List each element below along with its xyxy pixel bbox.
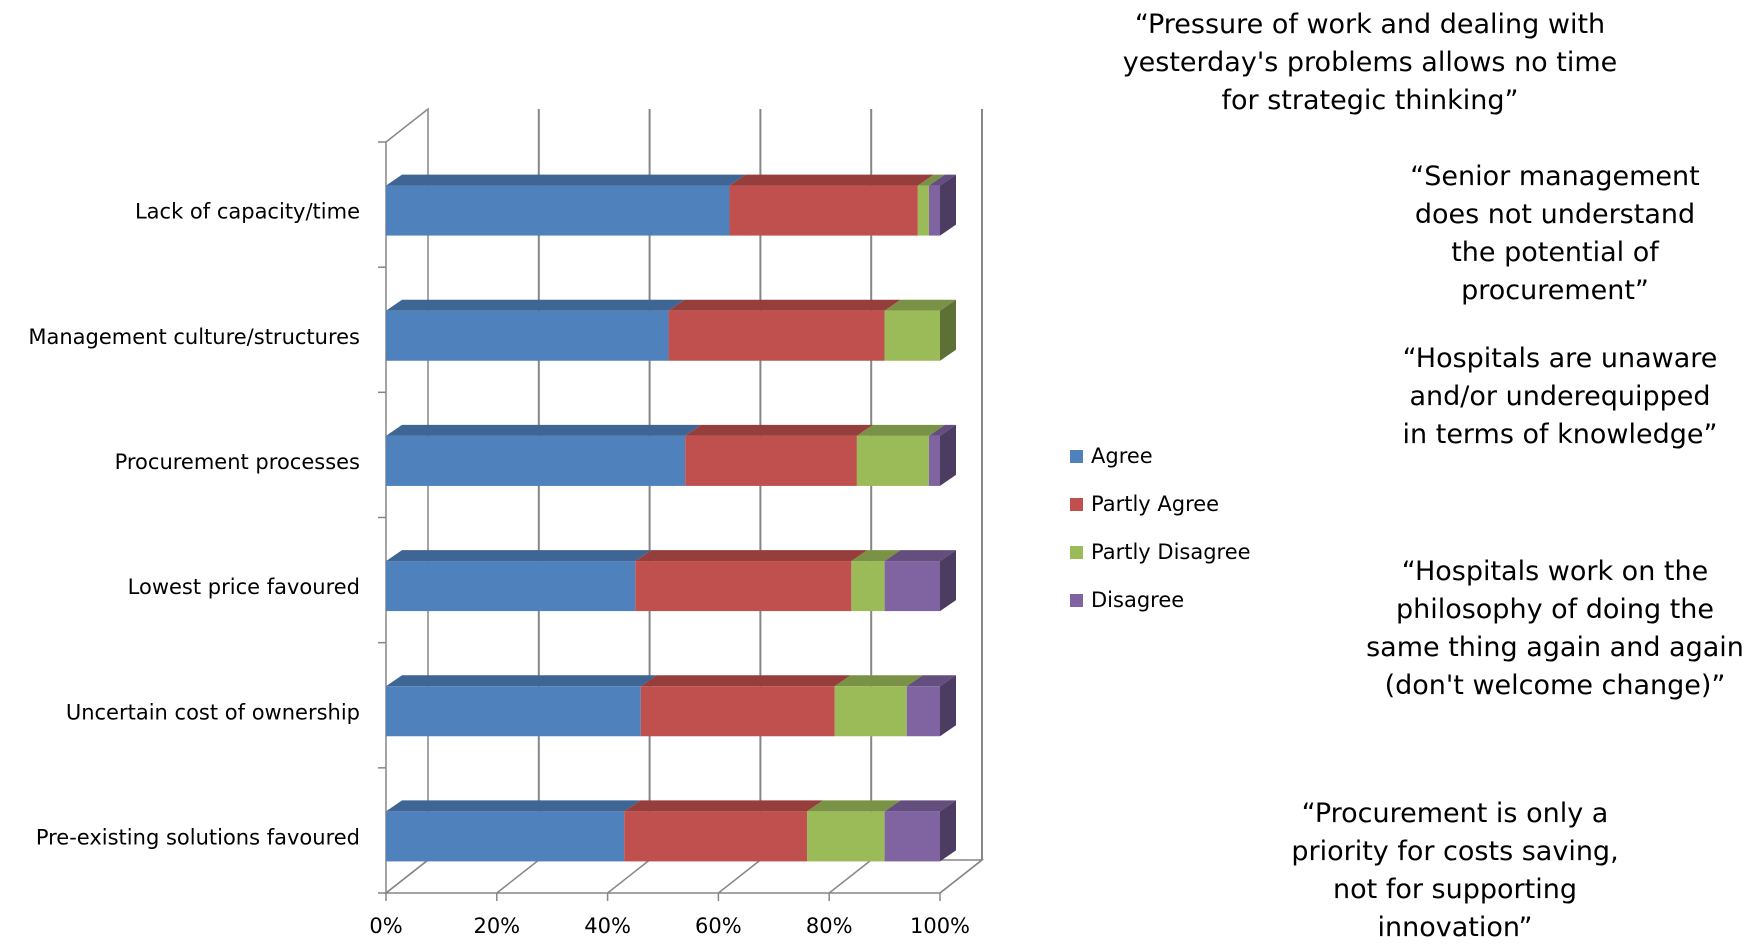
bar-side-disagree xyxy=(940,675,956,737)
legend: Agree Partly Agree Partly Disagree Disag… xyxy=(1070,432,1251,624)
legend-swatch-partly-disagree xyxy=(1070,545,1083,559)
bar-disagree xyxy=(928,435,940,486)
bar-top-agree xyxy=(386,550,652,562)
bar-partly-disagree xyxy=(884,310,940,361)
x-tick-label: 40% xyxy=(584,914,631,938)
bar-agree xyxy=(386,185,730,236)
bar-top-partly-agree xyxy=(624,800,824,812)
x-tick-label: 20% xyxy=(473,914,520,938)
bar-top-partly-disagree xyxy=(884,299,956,311)
bar-partly-agree xyxy=(685,435,857,486)
legend-item-disagree: Disagree xyxy=(1070,576,1251,624)
quote-hospitals-unaware: “Hospitals are unaware and/or underequip… xyxy=(1402,343,1718,450)
bar-agree xyxy=(386,686,641,737)
bar-top-disagree xyxy=(884,550,956,562)
bar-top-partly-disagree xyxy=(917,174,945,186)
category-label: Lack of capacity/time xyxy=(135,200,360,224)
bar-side-disagree xyxy=(940,424,956,486)
bar-side-disagree xyxy=(940,174,956,236)
floor-gridline xyxy=(828,859,872,894)
bar-top-partly-agree xyxy=(635,550,868,562)
x-tick-label: 80% xyxy=(806,914,853,938)
bar-side-partly-disagree xyxy=(940,299,956,361)
bar-top-disagree xyxy=(906,675,956,687)
x-tick-label: 100% xyxy=(910,914,970,938)
category-label: Lowest price favoured xyxy=(128,575,360,599)
legend-label-disagree: Disagree xyxy=(1091,588,1185,612)
bar-top-disagree xyxy=(928,424,956,436)
bar-agree xyxy=(386,811,625,862)
x-tick-labels: 0% 20% 40% 60% 80% 100% xyxy=(369,914,970,938)
bar-disagree xyxy=(884,811,940,862)
bar-disagree xyxy=(884,561,940,612)
bar-top-agree xyxy=(386,299,685,311)
category-labels: Lack of capacity/time Management culture/… xyxy=(28,200,360,850)
legend-swatch-disagree xyxy=(1070,593,1083,607)
bar-top-agree xyxy=(386,424,702,436)
bar-partly-disagree xyxy=(856,435,929,486)
bar-group xyxy=(386,299,956,361)
bar-group xyxy=(386,424,956,486)
bar-partly-agree xyxy=(640,686,835,737)
bar-top-disagree xyxy=(884,800,956,812)
bar-top-partly-agree xyxy=(685,424,873,436)
bar-group xyxy=(386,800,956,862)
category-label: Uncertain cost of ownership xyxy=(66,700,360,724)
legend-label-partly-disagree: Partly Disagree xyxy=(1091,540,1251,564)
category-label: Pre-existing solutions favoured xyxy=(36,825,360,849)
legend-swatch-partly-agree xyxy=(1070,497,1083,511)
legend-item-agree: Agree xyxy=(1070,432,1251,480)
quote-pressure-of-work: “Pressure of work and dealing with yeste… xyxy=(1122,9,1618,116)
floor-gridline xyxy=(385,859,429,894)
quote-procurement-priority: “Procurement is only a priority for cost… xyxy=(1291,798,1619,943)
chart-floor xyxy=(383,859,985,894)
bar-partly-agree xyxy=(624,811,808,862)
bar-top-partly-agree xyxy=(640,675,851,687)
bar-top-partly-disagree xyxy=(834,675,923,687)
bar-top-agree xyxy=(386,174,746,186)
bar-side-disagree xyxy=(940,800,956,862)
stacked-bar-chart: 0% 20% 40% 60% 80% 100% Lack of capacity/time… xyxy=(28,107,985,938)
bar-partly-disagree xyxy=(851,561,885,612)
bar-group xyxy=(386,174,956,236)
bar-top-agree xyxy=(386,675,657,687)
bar-top-agree xyxy=(386,800,641,812)
bar-group xyxy=(386,550,956,612)
bar-top-disagree xyxy=(928,174,956,186)
legend-swatch-agree xyxy=(1070,449,1083,463)
floor-gridline xyxy=(717,859,761,894)
quote-hospitals-philosophy: “Hospitals work on the philosophy of doi… xyxy=(1366,556,1744,701)
bar-agree xyxy=(386,561,636,612)
bar-top-partly-agree xyxy=(729,174,934,186)
bar-disagree xyxy=(906,686,940,737)
legend-item-partly-agree: Partly Agree xyxy=(1070,480,1251,528)
legend-label-agree: Agree xyxy=(1091,444,1153,468)
bar-partly-disagree xyxy=(917,185,929,236)
x-tick-label: 0% xyxy=(369,914,402,938)
bar-top-partly-disagree xyxy=(856,424,945,436)
x-tick-label: 60% xyxy=(695,914,742,938)
bar-partly-agree xyxy=(635,561,852,612)
bar-disagree xyxy=(928,185,940,236)
bar-top-partly-agree xyxy=(668,299,901,311)
bar-partly-disagree xyxy=(834,686,907,737)
bar-agree xyxy=(386,435,686,486)
bar-top-partly-disagree xyxy=(807,800,901,812)
floor-gridline xyxy=(939,859,983,894)
bar-partly-disagree xyxy=(807,811,885,862)
bar-top-partly-disagree xyxy=(851,550,901,562)
quote-senior-management: “Senior management does not understand t… xyxy=(1410,161,1700,306)
bar-side-disagree xyxy=(940,550,956,612)
category-label: Procurement processes xyxy=(115,450,360,474)
bars xyxy=(386,174,956,862)
category-label: Management culture/structures xyxy=(28,325,360,349)
legend-label-partly-agree: Partly Agree xyxy=(1091,492,1220,516)
bar-agree xyxy=(386,310,669,361)
bar-group xyxy=(386,675,956,737)
floor-gridline xyxy=(607,859,651,894)
bar-partly-agree xyxy=(668,310,885,361)
legend-item-partly-disagree: Partly Disagree xyxy=(1070,528,1251,576)
bar-partly-agree xyxy=(729,185,918,236)
floor-gridline xyxy=(496,859,540,894)
